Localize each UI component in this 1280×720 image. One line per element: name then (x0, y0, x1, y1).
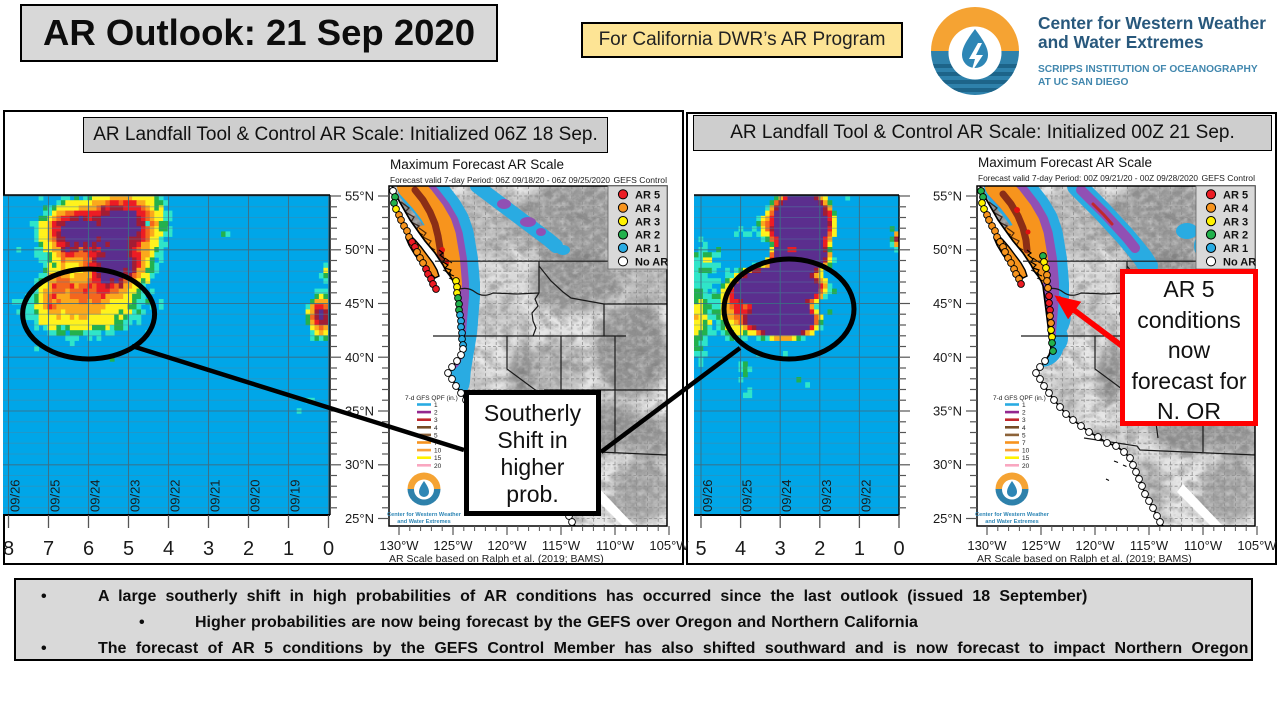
svg-text:5: 5 (1022, 432, 1026, 439)
svg-text:115°W: 115°W (542, 538, 581, 553)
svg-text:AR 5: AR 5 (1223, 190, 1248, 202)
svg-text:AR 1: AR 1 (635, 243, 660, 255)
svg-text:30°N: 30°N (933, 457, 962, 472)
svg-text:7: 7 (1022, 440, 1026, 447)
svg-text:50°N: 50°N (345, 242, 374, 257)
svg-text:1: 1 (1022, 402, 1026, 409)
svg-text:Maximum Forecast AR Scale: Maximum Forecast AR Scale (390, 157, 564, 172)
svg-text:AR 2: AR 2 (1223, 230, 1248, 242)
svg-text:20: 20 (1022, 463, 1030, 470)
svg-text:Center for Western Weather: Center for Western Weather (387, 512, 462, 518)
svg-text:125°W: 125°W (1021, 538, 1061, 553)
svg-text:4: 4 (434, 425, 438, 432)
svg-text:20: 20 (434, 463, 442, 470)
svg-text:1: 1 (283, 538, 294, 560)
svg-text:25°N: 25°N (933, 511, 962, 526)
svg-text:Forecast valid 7-day Period: 0: Forecast valid 7-day Period: 06Z 09/18/2… (390, 175, 610, 185)
svg-text:0: 0 (893, 538, 904, 560)
svg-text:105°W: 105°W (1237, 538, 1277, 553)
svg-text:AR 2: AR 2 (635, 230, 660, 242)
svg-text:1: 1 (434, 402, 438, 409)
svg-text:Center for Western Weather: Center for Western Weather (975, 512, 1050, 518)
svg-text:2: 2 (434, 410, 438, 417)
svg-text:25°N: 25°N (345, 511, 374, 526)
svg-text:4: 4 (163, 538, 174, 560)
svg-text:10: 10 (1022, 448, 1030, 455)
svg-text:4: 4 (735, 538, 746, 560)
svg-text:AR 3: AR 3 (635, 216, 660, 228)
svg-text:3: 3 (203, 538, 214, 560)
svg-text:and Water Extremes: and Water Extremes (985, 519, 1039, 525)
svg-text:AR 4: AR 4 (1223, 203, 1249, 215)
svg-text:AR 3: AR 3 (1223, 216, 1248, 228)
svg-text:10: 10 (434, 448, 442, 455)
svg-text:125°W: 125°W (433, 538, 473, 553)
svg-text:105°W: 105°W (649, 538, 689, 553)
svg-text:130°W: 130°W (379, 538, 419, 553)
svg-text:09/25: 09/25 (740, 479, 755, 512)
svg-text:AR Scale based on Ralph et al.: AR Scale based on Ralph et al. (2019; BA… (389, 553, 604, 565)
svg-text:AR 5: AR 5 (635, 190, 660, 202)
svg-text:7-d GFS QPF (in.): 7-d GFS QPF (in.) (405, 395, 458, 402)
svg-text:120°W: 120°W (487, 538, 527, 553)
svg-text:120°W: 120°W (1075, 538, 1115, 553)
svg-text:110°W: 110°W (1184, 538, 1223, 553)
svg-text:45°N: 45°N (933, 296, 962, 311)
svg-text:8: 8 (3, 538, 14, 560)
svg-text:45°N: 45°N (345, 296, 374, 311)
svg-text:7-d GFS QPF (in.): 7-d GFS QPF (in.) (993, 395, 1046, 402)
svg-text:30°N: 30°N (345, 457, 374, 472)
svg-text:2: 2 (243, 538, 254, 560)
svg-text:09/26: 09/26 (700, 479, 715, 512)
svg-text:AR 1: AR 1 (1223, 243, 1248, 255)
svg-text:09/24: 09/24 (779, 479, 794, 512)
svg-text:15: 15 (434, 455, 442, 462)
svg-text:55°N: 55°N (933, 189, 962, 204)
svg-text:No AR: No AR (635, 257, 668, 269)
svg-text:5: 5 (695, 538, 706, 560)
svg-text:09/26: 09/26 (8, 479, 23, 512)
svg-text:3: 3 (434, 417, 438, 424)
svg-text:115°W: 115°W (1130, 538, 1169, 553)
svg-text:15: 15 (1022, 455, 1030, 462)
svg-text:110°W: 110°W (596, 538, 635, 553)
svg-text:40°N: 40°N (345, 350, 374, 365)
svg-text:09/23: 09/23 (128, 479, 143, 512)
svg-text:GEFS Control: GEFS Control (614, 175, 668, 185)
svg-text:AR 4: AR 4 (635, 203, 661, 215)
svg-text:Maximum Forecast AR Scale: Maximum Forecast AR Scale (978, 155, 1152, 170)
svg-text:7: 7 (43, 538, 54, 560)
svg-text:AR Scale based on Ralph et al.: AR Scale based on Ralph et al. (2019; BA… (977, 553, 1192, 565)
svg-text:3: 3 (1022, 417, 1026, 424)
svg-text:130°W: 130°W (967, 538, 1007, 553)
svg-text:3: 3 (775, 538, 786, 560)
svg-text:09/22: 09/22 (858, 479, 873, 512)
svg-text:and Water Extremes: and Water Extremes (397, 519, 451, 525)
svg-text:GEFS Control: GEFS Control (1202, 173, 1256, 183)
svg-text:09/20: 09/20 (248, 479, 263, 512)
svg-text:0: 0 (323, 538, 334, 560)
svg-text:6: 6 (83, 538, 94, 560)
svg-text:40°N: 40°N (933, 350, 962, 365)
svg-text:55°N: 55°N (345, 189, 374, 204)
svg-text:2: 2 (814, 538, 825, 560)
svg-text:35°N: 35°N (933, 404, 962, 419)
svg-text:5: 5 (434, 432, 438, 439)
svg-text:Forecast valid 7-day Period: 0: Forecast valid 7-day Period: 00Z 09/21/2… (978, 173, 1198, 183)
svg-text:4: 4 (1022, 425, 1026, 432)
svg-text:1: 1 (854, 538, 865, 560)
svg-text:2: 2 (1022, 410, 1026, 417)
svg-text:09/21: 09/21 (208, 479, 223, 512)
svg-text:No AR: No AR (1223, 257, 1256, 269)
svg-text:5: 5 (123, 538, 134, 560)
svg-text:09/25: 09/25 (48, 479, 63, 512)
svg-text:09/24: 09/24 (88, 479, 103, 512)
svg-text:09/22: 09/22 (168, 479, 183, 512)
svg-text:09/23: 09/23 (819, 479, 834, 512)
svg-text:09/19: 09/19 (288, 479, 303, 512)
svg-text:50°N: 50°N (933, 242, 962, 257)
